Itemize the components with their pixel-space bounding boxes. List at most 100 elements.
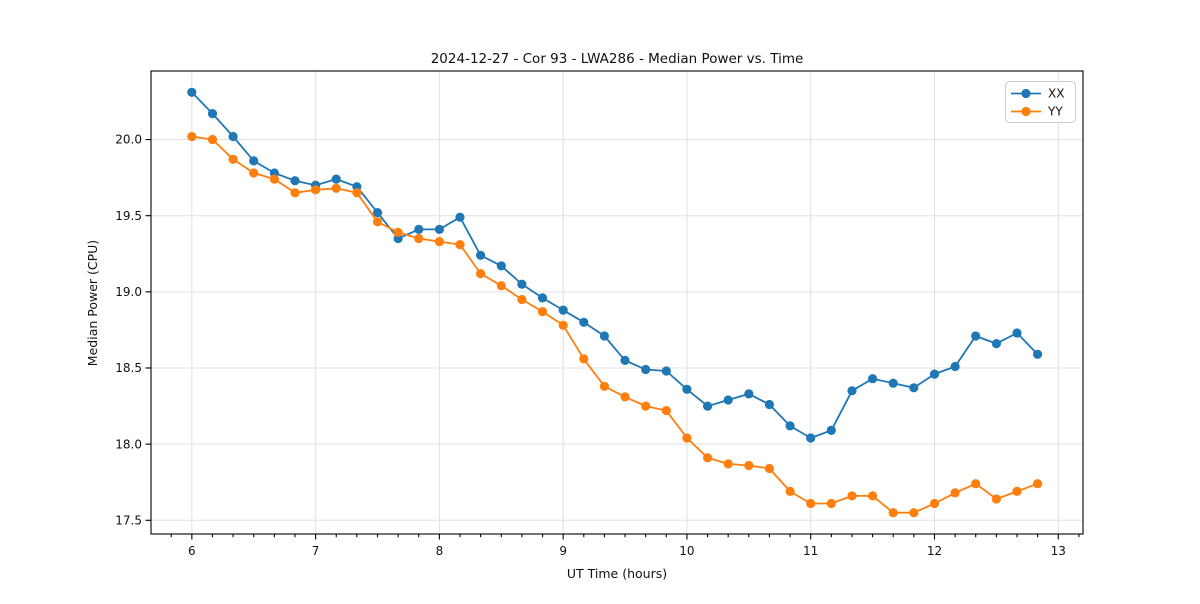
data-point-XX (703, 401, 713, 411)
data-point-XX (806, 433, 816, 443)
y-tick-label: 19.5 (115, 209, 142, 223)
data-point-XX (249, 156, 259, 166)
data-point-XX (909, 383, 919, 393)
data-point-YY (476, 269, 486, 279)
data-point-XX (455, 212, 465, 222)
data-point-YY (269, 174, 279, 184)
data-point-YY (682, 433, 692, 443)
data-point-YY (991, 494, 1002, 504)
data-point-XX (764, 399, 775, 410)
legend-marker-XX (1021, 88, 1031, 99)
data-point-XX (868, 374, 878, 384)
data-point-XX (434, 224, 444, 234)
data-point-XX (826, 425, 836, 435)
x-tick-label: 10 (679, 544, 694, 558)
data-point-YY (187, 131, 197, 142)
data-point-XX (228, 131, 238, 142)
data-point-YY (847, 491, 857, 501)
data-point-XX (723, 395, 733, 405)
data-point-XX (1012, 328, 1022, 338)
x-axis-label: UT Time (hours) (567, 566, 667, 581)
data-point-YY (517, 294, 527, 305)
data-point-YY (290, 188, 300, 198)
data-point-XX (991, 339, 1002, 349)
data-point-XX (558, 305, 568, 315)
data-point-YY (785, 486, 795, 496)
data-point-YY (372, 217, 383, 227)
data-point-YY (950, 488, 960, 498)
data-point-YY (764, 463, 775, 474)
data-point-YY (434, 237, 444, 247)
data-point-YY (207, 134, 218, 145)
y-axis-label: Median Power (CPU) (85, 240, 100, 366)
chart-title: 2024-12-27 - Cor 93 - LWA286 - Median Po… (431, 51, 804, 67)
x-tick-label: 13 (1051, 544, 1066, 558)
data-point-YY (331, 183, 341, 193)
data-point-YY (414, 233, 424, 244)
data-point-XX (641, 364, 651, 375)
x-tick-label: 7 (312, 544, 320, 558)
legend-box (1005, 81, 1076, 123)
data-point-YY (723, 459, 733, 469)
data-point-XX (661, 366, 671, 376)
data-point-XX (476, 250, 486, 260)
data-point-YY (599, 381, 610, 391)
data-point-YY (393, 227, 403, 237)
x-tick-label: 12 (927, 544, 942, 558)
data-point-XX (888, 378, 898, 388)
data-point-YY (455, 240, 465, 250)
data-point-YY (1033, 479, 1043, 489)
legend-label: YY (1047, 105, 1063, 119)
data-point-YY (929, 498, 940, 509)
x-tick-label: 11 (803, 544, 818, 558)
data-point-YY (249, 168, 259, 178)
x-tick-label: 8 (436, 544, 444, 558)
data-point-XX (537, 293, 548, 303)
data-point-XX (929, 369, 940, 379)
legend: XX YY (1005, 81, 1076, 123)
data-point-XX (331, 174, 341, 184)
data-point-YY (641, 401, 651, 411)
data-point-YY (620, 392, 630, 402)
data-point-YY (1012, 486, 1022, 496)
y-tick-label: 19.0 (115, 285, 142, 299)
data-point-XX (1033, 349, 1043, 359)
y-tick-label: 18.0 (115, 437, 142, 451)
data-point-YY (826, 498, 836, 509)
legend-label: XX (1048, 87, 1064, 101)
data-point-XX (372, 208, 383, 218)
y-tick-label: 18.5 (115, 361, 142, 375)
data-point-YY (311, 185, 321, 195)
data-point-YY (537, 307, 548, 317)
data-point-YY (579, 354, 589, 364)
legend-marker-YY (1021, 106, 1031, 117)
data-point-YY (703, 453, 713, 463)
data-point-XX (187, 87, 197, 97)
data-point-XX (785, 421, 795, 431)
x-tick-label: 6 (188, 544, 196, 558)
y-tick-label: 17.5 (115, 513, 142, 527)
plot-border (150, 70, 1084, 535)
data-point-YY (661, 406, 671, 416)
data-point-XX (290, 176, 300, 186)
data-point-XX (414, 224, 424, 234)
data-point-YY (806, 498, 816, 509)
data-point-YY (909, 508, 919, 518)
x-tick-label: 9 (559, 544, 567, 558)
data-point-XX (496, 261, 506, 271)
data-point-YY (496, 281, 506, 291)
data-point-XX (207, 109, 218, 119)
data-point-YY (971, 479, 981, 489)
data-point-YY (744, 460, 754, 471)
data-point-XX (971, 331, 981, 341)
data-point-XX (847, 386, 857, 396)
data-point-XX (682, 384, 692, 394)
data-point-XX (579, 317, 589, 327)
data-point-YY (352, 188, 362, 198)
data-point-YY (228, 154, 238, 164)
y-tick-label: 20.0 (115, 133, 142, 147)
data-point-XX (744, 389, 754, 399)
data-point-XX (599, 331, 610, 341)
